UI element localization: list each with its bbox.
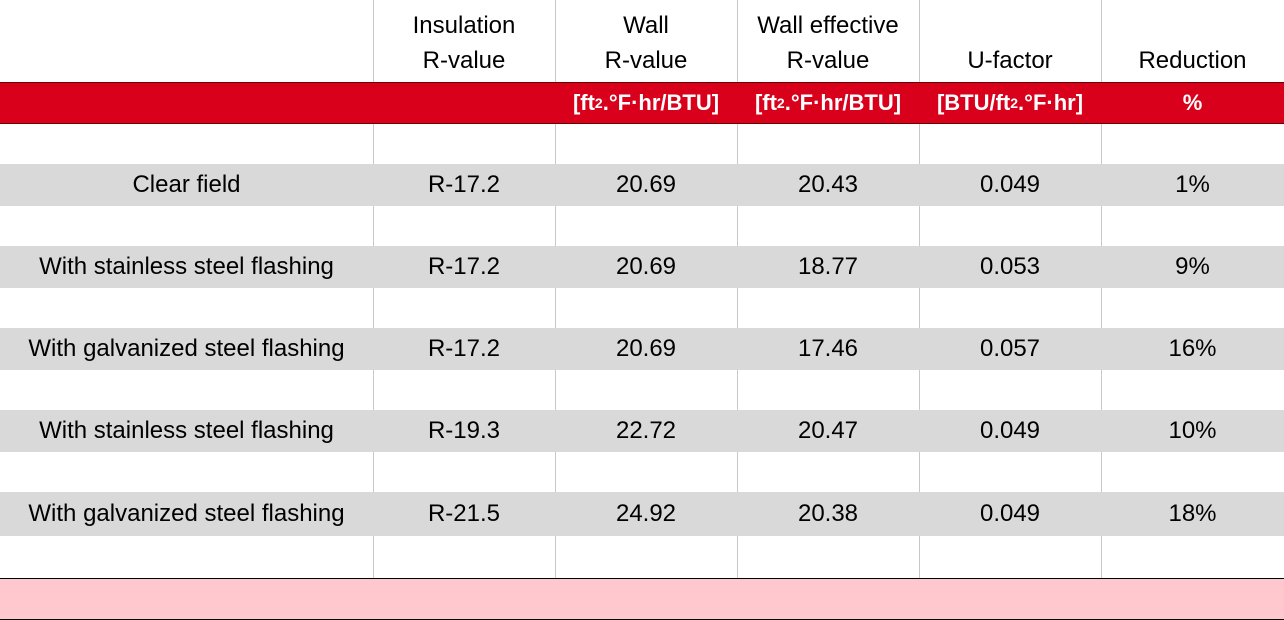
row-band bbox=[0, 246, 1284, 288]
header-line: Wall bbox=[623, 12, 669, 39]
table-cell: 24.92 bbox=[615, 500, 677, 527]
header-cell: Wall R-value bbox=[555, 0, 737, 82]
table-cell: R-17.2 bbox=[427, 253, 501, 280]
table-cell: 0.049 bbox=[979, 417, 1041, 444]
table-cell: 20.38 bbox=[797, 500, 859, 527]
unit-text: [BTU/ft bbox=[936, 90, 1011, 115]
column-divider bbox=[919, 452, 920, 492]
table-cell: 17.46 bbox=[797, 335, 859, 362]
column-divider bbox=[919, 288, 920, 328]
table-cell: 0.053 bbox=[979, 253, 1041, 280]
column-divider bbox=[373, 288, 374, 328]
column-divider bbox=[1101, 452, 1102, 492]
table-cell: R-21.5 bbox=[427, 500, 501, 527]
column-divider bbox=[1101, 536, 1102, 578]
column-divider bbox=[737, 452, 738, 492]
column-divider bbox=[373, 370, 374, 410]
column-divider bbox=[919, 206, 920, 246]
header-line: R-value bbox=[422, 47, 506, 74]
column-divider bbox=[737, 536, 738, 578]
unit-cell: [ft 2 .°F·hr/BTU] bbox=[754, 90, 902, 115]
header-cell: U-factor bbox=[919, 0, 1101, 82]
row-label: With stainless steel flashing bbox=[39, 253, 334, 280]
column-divider bbox=[555, 536, 556, 578]
table-cell: 22.72 bbox=[615, 417, 677, 444]
unit-text: .°F·hr/BTU] bbox=[602, 90, 720, 115]
header-line: U-factor bbox=[967, 47, 1053, 74]
table-cell: 18% bbox=[1168, 500, 1217, 527]
row-band bbox=[0, 410, 1284, 452]
column-divider bbox=[737, 370, 738, 410]
column-divider bbox=[1101, 370, 1102, 410]
column-divider bbox=[737, 124, 738, 164]
table-cell: R-19.3 bbox=[427, 417, 501, 444]
unit-cell: % bbox=[1182, 90, 1203, 115]
column-divider bbox=[373, 124, 374, 164]
table-cell: 20.43 bbox=[797, 171, 859, 198]
table-cell: 1% bbox=[1175, 171, 1210, 198]
column-divider bbox=[919, 0, 920, 82]
column-divider bbox=[919, 370, 920, 410]
footer-band bbox=[0, 578, 1284, 620]
unit-cell: [ft 2 .°F·hr/BTU] bbox=[572, 90, 720, 115]
column-divider bbox=[555, 452, 556, 492]
table-cell: 16% bbox=[1168, 335, 1217, 362]
column-divider bbox=[919, 536, 920, 578]
row-band bbox=[0, 492, 1284, 536]
table-cell: 0.057 bbox=[979, 335, 1041, 362]
header-line: Reduction bbox=[1138, 47, 1247, 74]
unit-band bbox=[0, 82, 1284, 124]
column-divider bbox=[1101, 0, 1102, 82]
row-label: Clear field bbox=[132, 171, 241, 198]
table-cell: R-17.2 bbox=[427, 171, 501, 198]
row-label: With galvanized steel flashing bbox=[28, 335, 345, 362]
column-divider bbox=[555, 0, 556, 82]
header-line: Wall effective bbox=[757, 12, 899, 39]
table-cell: 20.47 bbox=[797, 417, 859, 444]
header-line: R-value bbox=[604, 47, 688, 74]
row-label: With galvanized steel flashing bbox=[28, 500, 345, 527]
column-divider bbox=[1101, 206, 1102, 246]
table-cell: 20.69 bbox=[615, 253, 677, 280]
row-label: With stainless steel flashing bbox=[39, 417, 334, 444]
column-divider bbox=[555, 206, 556, 246]
column-divider bbox=[373, 536, 374, 578]
column-divider bbox=[737, 206, 738, 246]
unit-cell: [BTU/ft 2 .°F·hr] bbox=[936, 90, 1084, 115]
row-band bbox=[0, 164, 1284, 206]
column-divider bbox=[373, 206, 374, 246]
column-divider bbox=[373, 452, 374, 492]
column-divider bbox=[737, 0, 738, 82]
unit-text: [ft bbox=[572, 90, 595, 115]
unit-text: [ft bbox=[754, 90, 777, 115]
table-cell: 0.049 bbox=[979, 171, 1041, 198]
column-divider bbox=[555, 288, 556, 328]
header-line: R-value bbox=[786, 47, 870, 74]
column-divider bbox=[555, 124, 556, 164]
column-divider bbox=[1101, 124, 1102, 164]
table-cell: R-17.2 bbox=[427, 335, 501, 362]
table-cell: 9% bbox=[1175, 253, 1210, 280]
unit-text: .°F·hr] bbox=[1018, 90, 1084, 115]
row-band bbox=[0, 328, 1284, 370]
header-cell: Insulation R-value bbox=[373, 0, 555, 82]
table-cell: 0.049 bbox=[979, 500, 1041, 527]
column-divider bbox=[919, 124, 920, 164]
column-divider bbox=[1101, 288, 1102, 328]
header-line: Insulation bbox=[412, 12, 516, 39]
header-cell: Reduction bbox=[1101, 0, 1284, 82]
column-divider bbox=[555, 370, 556, 410]
column-divider bbox=[737, 288, 738, 328]
table-cell: 10% bbox=[1168, 417, 1217, 444]
table-cell: 20.69 bbox=[615, 335, 677, 362]
table-cell: 20.69 bbox=[615, 171, 677, 198]
column-divider bbox=[373, 0, 374, 82]
table-cell: 18.77 bbox=[797, 253, 859, 280]
unit-text: .°F·hr/BTU] bbox=[784, 90, 902, 115]
header-cell: Wall effective R-value bbox=[737, 0, 919, 82]
